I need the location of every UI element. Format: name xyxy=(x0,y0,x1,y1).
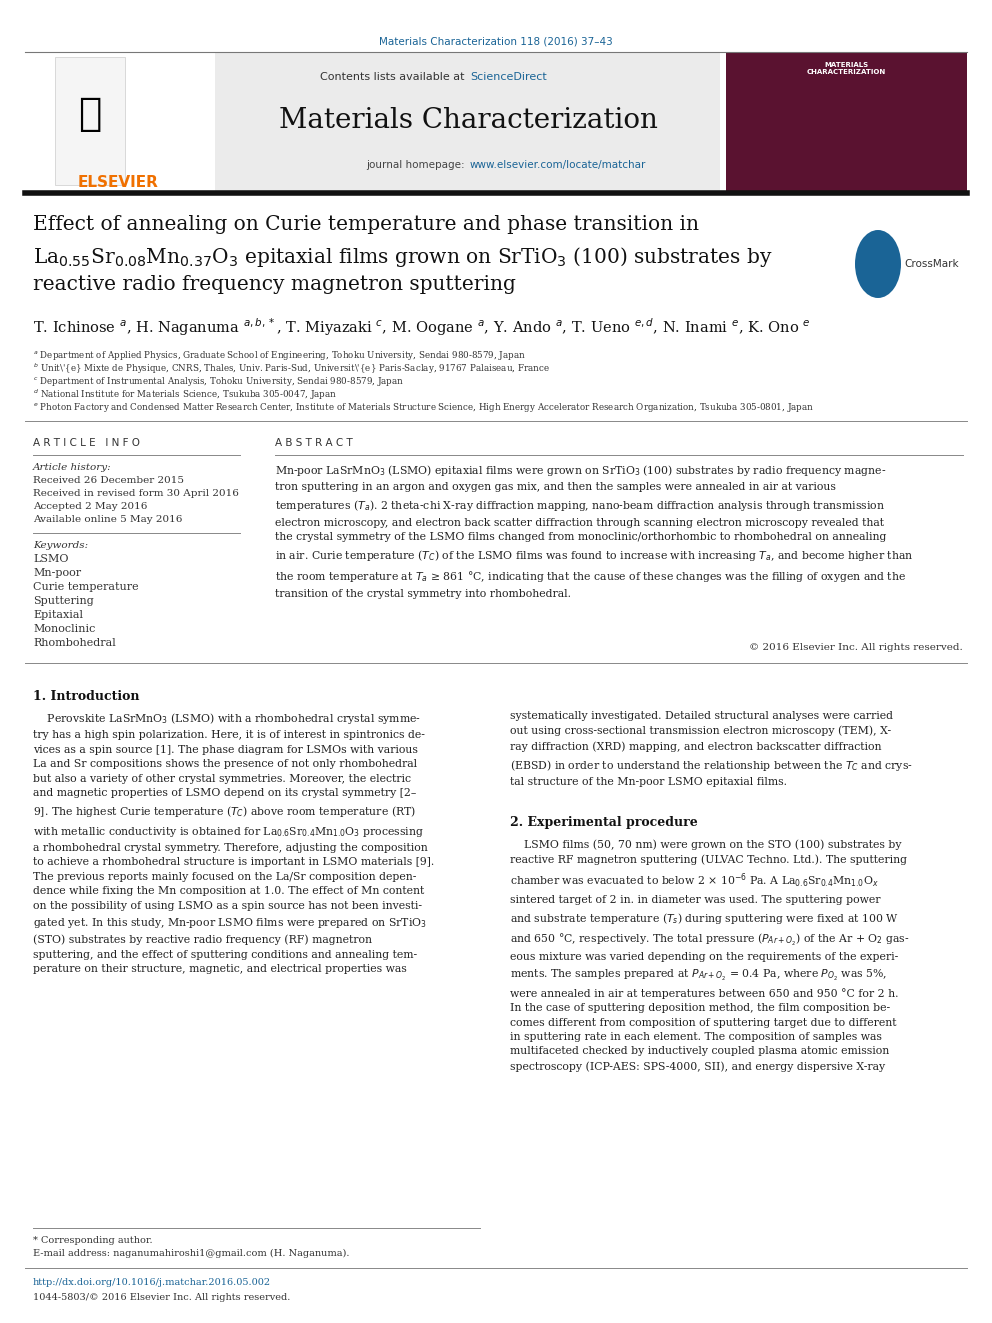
Text: Rhombohedral: Rhombohedral xyxy=(33,638,116,648)
Text: $^{c}$ Department of Instrumental Analysis, Tohoku University, Sendai 980-8579, : $^{c}$ Department of Instrumental Analys… xyxy=(33,374,404,388)
Bar xyxy=(55,57,125,185)
Text: A R T I C L E   I N F O: A R T I C L E I N F O xyxy=(33,438,140,448)
Text: $^{d}$ National Institute for Materials Science, Tsukuba 305-0047, Japan: $^{d}$ National Institute for Materials … xyxy=(33,388,337,402)
Text: $^{b}$ Unit\'{e} Mixte de Physique, CNRS, Thales, Univ. Paris-Sud, Universit\'{e: $^{b}$ Unit\'{e} Mixte de Physique, CNRS… xyxy=(33,363,550,377)
Ellipse shape xyxy=(855,230,901,298)
Text: systematically investigated. Detailed structural analyses were carried
out using: systematically investigated. Detailed st… xyxy=(510,710,913,787)
Text: Mn-poor: Mn-poor xyxy=(33,568,81,578)
Bar xyxy=(215,52,720,193)
Text: MATERIALS
CHARACTERIZATION: MATERIALS CHARACTERIZATION xyxy=(806,62,886,75)
Text: Mn-poor LaSrMnO$_3$ (LSMO) epitaxial films were grown on SrTiO$_3$ (100) substra: Mn-poor LaSrMnO$_3$ (LSMO) epitaxial fil… xyxy=(275,463,914,599)
Text: LSMO films (50, 70 nm) were grown on the STO (100) substrates by
reactive RF mag: LSMO films (50, 70 nm) were grown on the… xyxy=(510,839,910,1072)
Text: Accepted 2 May 2016: Accepted 2 May 2016 xyxy=(33,501,148,511)
Text: 1044-5803/© 2016 Elsevier Inc. All rights reserved.: 1044-5803/© 2016 Elsevier Inc. All right… xyxy=(33,1293,291,1302)
Text: Contents lists available at: Contents lists available at xyxy=(320,71,468,82)
Text: LSMO: LSMO xyxy=(33,554,68,564)
Text: Received 26 December 2015: Received 26 December 2015 xyxy=(33,476,184,486)
Text: Perovskite LaSrMnO$_3$ (LSMO) with a rhombohedral crystal symme-
try has a high : Perovskite LaSrMnO$_3$ (LSMO) with a rho… xyxy=(33,710,434,974)
Text: ELSEVIER: ELSEVIER xyxy=(77,175,159,191)
Text: Effect of annealing on Curie temperature and phase transition in: Effect of annealing on Curie temperature… xyxy=(33,216,699,234)
Text: Epitaxial: Epitaxial xyxy=(33,610,83,620)
Text: Received in revised form 30 April 2016: Received in revised form 30 April 2016 xyxy=(33,490,239,497)
Text: 1. Introduction: 1. Introduction xyxy=(33,691,140,703)
Text: CrossMark: CrossMark xyxy=(904,259,958,269)
Text: journal homepage:: journal homepage: xyxy=(366,160,468,169)
Text: A B S T R A C T: A B S T R A C T xyxy=(275,438,353,448)
Text: 2. Experimental procedure: 2. Experimental procedure xyxy=(510,816,697,830)
Text: $^{a}$ Department of Applied Physics, Graduate School of Engineering, Tohoku Uni: $^{a}$ Department of Applied Physics, Gr… xyxy=(33,349,526,363)
Text: $^{e}$ Photon Factory and Condensed Matter Research Center, Institute of Materia: $^{e}$ Photon Factory and Condensed Matt… xyxy=(33,401,814,414)
Text: Curie temperature: Curie temperature xyxy=(33,582,139,591)
Text: ScienceDirect: ScienceDirect xyxy=(470,71,547,82)
Text: La$_{0.55}$Sr$_{0.08}$Mn$_{0.37}$O$_{3}$ epitaxial films grown on SrTiO$_{3}$ (1: La$_{0.55}$Sr$_{0.08}$Mn$_{0.37}$O$_{3}$… xyxy=(33,245,773,269)
Bar xyxy=(726,52,967,193)
Text: Keywords:: Keywords: xyxy=(33,541,88,550)
Text: * Corresponding author.: * Corresponding author. xyxy=(33,1236,153,1245)
Text: Monoclinic: Monoclinic xyxy=(33,624,95,634)
Text: reactive radio frequency magnetron sputtering: reactive radio frequency magnetron sputt… xyxy=(33,275,516,294)
Text: Materials Characterization: Materials Characterization xyxy=(279,107,658,134)
Text: Sputtering: Sputtering xyxy=(33,595,94,606)
Text: 🌳: 🌳 xyxy=(78,95,102,134)
Text: www.elsevier.com/locate/matchar: www.elsevier.com/locate/matchar xyxy=(470,160,647,169)
Text: Article history:: Article history: xyxy=(33,463,112,472)
Text: Available online 5 May 2016: Available online 5 May 2016 xyxy=(33,515,183,524)
Text: Materials Characterization 118 (2016) 37–43: Materials Characterization 118 (2016) 37… xyxy=(379,36,613,46)
Text: http://dx.doi.org/10.1016/j.matchar.2016.05.002: http://dx.doi.org/10.1016/j.matchar.2016… xyxy=(33,1278,271,1287)
Text: © 2016 Elsevier Inc. All rights reserved.: © 2016 Elsevier Inc. All rights reserved… xyxy=(749,643,963,652)
Text: E-mail address: naganumahiroshi1@gmail.com (H. Naganuma).: E-mail address: naganumahiroshi1@gmail.c… xyxy=(33,1249,349,1258)
Text: T. Ichinose $^{a}$, H. Naganuma $^{a,b,*}$, T. Miyazaki $^{c}$, M. Oogane $^{a}$: T. Ichinose $^{a}$, H. Naganuma $^{a,b,*… xyxy=(33,316,810,337)
